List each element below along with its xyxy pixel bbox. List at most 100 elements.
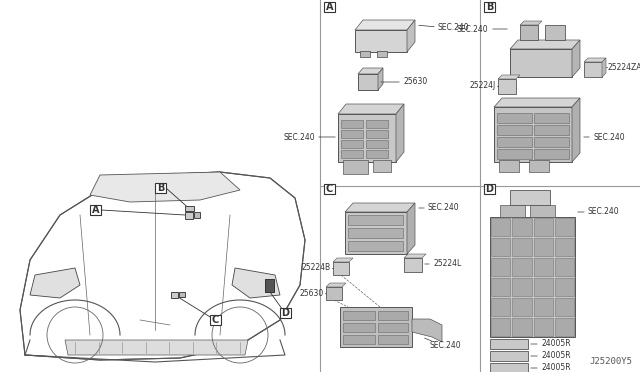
Bar [185,212,193,219]
Polygon shape [333,258,353,262]
Bar [341,140,363,148]
Bar [338,114,396,162]
Bar [530,205,555,217]
Bar [555,278,574,296]
Text: 24005R: 24005R [541,340,571,349]
Bar [378,335,408,344]
Bar [484,184,495,194]
Bar [534,137,569,147]
Bar [534,318,553,336]
Bar [366,140,388,148]
Polygon shape [412,319,442,342]
Text: B: B [486,2,493,12]
Polygon shape [326,283,346,287]
Bar [490,351,528,361]
Polygon shape [65,340,248,355]
Bar [491,298,510,316]
Bar [534,278,553,296]
Text: SEC.240: SEC.240 [284,132,315,141]
Polygon shape [584,58,606,62]
Bar [512,218,531,236]
Text: SEC.240: SEC.240 [438,22,470,32]
Polygon shape [602,58,606,77]
Polygon shape [494,98,580,107]
Text: 24005R: 24005R [541,352,571,360]
Bar [366,150,388,158]
Bar [348,228,403,238]
Polygon shape [338,104,404,114]
Polygon shape [30,268,80,298]
Bar [484,2,495,12]
Bar [185,206,194,211]
Bar [265,279,274,292]
Polygon shape [232,268,280,298]
Polygon shape [407,20,415,52]
Bar [534,238,553,256]
Text: C: C [326,184,333,194]
Text: SEC.240: SEC.240 [456,25,488,33]
Bar [510,49,572,77]
Text: B: B [157,183,164,193]
Bar [555,218,574,236]
Bar [373,160,391,172]
Bar [529,160,549,172]
Text: 25630: 25630 [403,77,428,87]
Text: D: D [282,308,289,318]
Polygon shape [407,203,415,254]
Bar [179,292,185,297]
Polygon shape [396,104,404,162]
Bar [324,184,335,194]
Text: 25630: 25630 [300,289,324,298]
Bar [584,62,602,77]
Bar [534,258,553,276]
Bar [324,2,335,12]
Bar [155,183,166,193]
Polygon shape [572,98,580,162]
Bar [490,363,528,372]
Bar [491,238,510,256]
Bar [404,258,422,272]
Bar [343,335,375,344]
Bar [341,120,363,128]
Text: A: A [92,205,99,215]
Polygon shape [404,254,426,258]
Text: J25200Y5: J25200Y5 [589,357,632,366]
Bar [348,215,403,225]
Bar [512,278,531,296]
Polygon shape [520,21,542,25]
Bar [510,190,550,205]
Polygon shape [90,172,240,202]
Text: SEC.240: SEC.240 [588,208,620,217]
Polygon shape [355,20,415,30]
Bar [491,318,510,336]
Bar [494,107,572,162]
Bar [500,205,525,217]
Bar [343,311,375,320]
Text: SEC.240: SEC.240 [593,132,625,141]
Text: SEC.240: SEC.240 [428,203,460,212]
Polygon shape [510,40,580,49]
Bar [333,262,349,275]
Bar [512,318,531,336]
Bar [343,160,368,174]
Bar [512,238,531,256]
Polygon shape [572,40,580,77]
Bar [491,218,510,236]
Bar [378,323,408,332]
Bar [555,258,574,276]
Bar [355,30,407,52]
Polygon shape [345,203,415,212]
Bar [343,323,375,332]
Text: 25224L: 25224L [433,260,461,269]
Bar [360,51,370,57]
Bar [497,149,532,159]
Bar [497,137,532,147]
Bar [498,79,516,94]
Bar [345,212,407,254]
Text: 25224ZA: 25224ZA [608,62,640,71]
Bar [171,292,178,298]
Bar [555,298,574,316]
Bar [348,241,403,251]
Bar [545,25,565,40]
Text: D: D [486,184,493,194]
